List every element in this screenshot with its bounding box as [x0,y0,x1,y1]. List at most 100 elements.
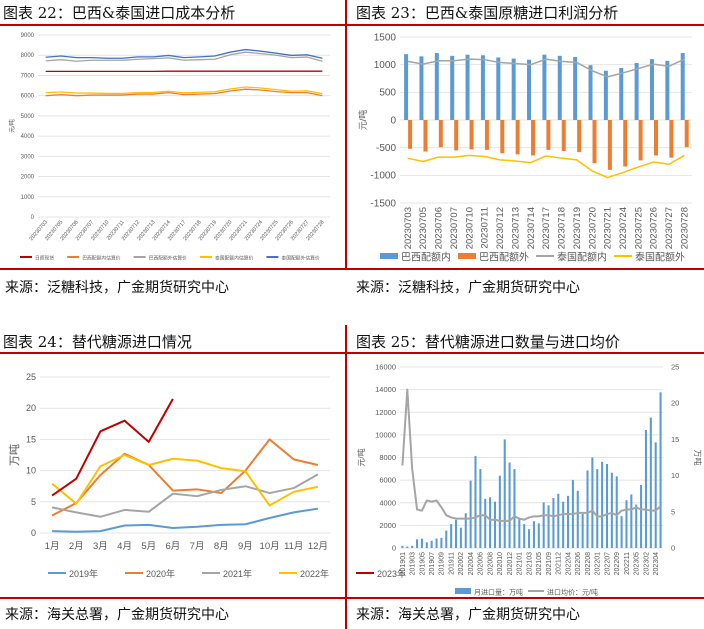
chart-25-bar [562,501,565,548]
chart-22-y-tick-label: 3000 [21,154,35,160]
chart-23-bar [684,120,689,148]
divider-row2-top [0,352,704,354]
chart-23-bar [454,120,459,151]
chart-24-y-axis-label: 万吨 [8,444,21,466]
chart-22-title: 图表 22：巴西&泰国进口成本分析 [3,4,236,22]
chart-23-bar [511,58,516,120]
chart-24-legend-label: 2021年 [223,568,252,579]
chart-24-source: 来源：海关总署，广金期货研究中心 [5,607,229,623]
chart-23-x-tick-label: 20230727 [664,207,675,249]
chart-23-bar [480,55,485,121]
chart-25-bar [420,538,423,548]
chart-25-bar [547,505,550,548]
chart-23-x-tick-label: 20230706 [434,207,445,249]
chart-25-x-tick-label: 202002 [458,552,465,575]
chart-23-bar [450,55,455,120]
chart-24-x-tick-label: 5月 [141,541,156,552]
chart-22-y-tick-label: 5000 [21,114,35,120]
chart-25-bar [528,529,531,548]
chart-25-y2-tick-label: 0 [671,544,675,553]
chart-25-x-tick-label: 202204 [565,552,572,575]
divider-vertical-bottom [345,325,347,629]
chart-25-x-tick-label: 202105 [536,552,543,575]
chart-23-bar [634,63,639,120]
chart-25-bar [474,456,477,548]
chart-23-x-tick-label: 20230711 [480,207,491,249]
chart-25-bar [620,516,623,548]
chart-25-y2-tick-label: 10 [671,471,679,480]
chart-25-bar [552,498,555,548]
chart-25-bar [445,530,448,548]
divider-vertical-top [345,0,347,270]
chart-23-x-tick-label: 20230726 [649,207,660,249]
chart-24-series-line [51,473,319,518]
chart-23-bar [653,120,658,156]
chart-25-source: 来源：海关总署，广金期货研究中心 [356,607,580,623]
chart-25-series-line [401,388,662,522]
chart-25-bar [659,392,662,548]
chart-23-bar [419,56,424,120]
chart-23-x-tick-label: 20230728 [679,207,690,249]
chart-24-series-line [51,398,174,497]
chart-25-legend-label: 进口均价：元/吨 [547,587,598,596]
chart-25-bar [435,538,438,548]
chart-25-title: 图表 25：替代糖源进口数量与进口均价 [356,333,620,351]
chart-25-x-tick-label: 202206 [575,552,582,575]
chart-23-bar [469,120,474,150]
chart-23-bar [408,120,413,149]
chart-23-bar [515,120,520,155]
chart-24-series-line [51,454,319,507]
chart-23-bar [465,54,470,120]
chart-25-y2-tick-label: 15 [671,435,679,444]
chart-22-y-tick-label: 4000 [21,134,35,140]
chart-25-bar [625,500,628,548]
chart-23-bar [500,120,505,154]
chart-25-x-tick-label: 202103 [526,552,533,575]
chart-23-y-tick-label: 1500 [374,32,397,43]
chart-23-title: 图表 23：巴西&泰国原糖进口利润分析 [356,4,619,22]
chart-25-y-tick-label: 6000 [379,476,396,485]
chart-25-x-tick-label: 201903 [410,552,417,575]
chart-23-bar [546,120,551,150]
chart-24-legend-label: 2022年 [300,568,329,579]
chart-25-bar [518,518,521,548]
chart-22-source: 来源：泛糖科技，广金期货研究中心 [5,280,229,296]
chart-25-legend-swatch [455,588,471,594]
chart-23-bar [680,53,685,121]
chart-25-bar [523,524,526,548]
chart-22-y-tick-label: 0 [31,215,35,221]
chart-24-y-tick-label: 20 [26,403,36,413]
chart-25-x-tick-label: 201911 [448,552,455,575]
chart-23-bar [438,120,443,148]
chart-24-x-tick-label: 1月 [45,541,60,552]
chart-24-y-tick-label: 10 [26,466,36,476]
chart-25-bar [489,497,492,548]
chart-25-x-tick-label: 202010 [497,552,504,575]
chart-25-bar [469,480,472,548]
chart-23-y-axis-label: 元/吨 [357,110,368,131]
chart-25-bar [615,476,618,548]
chart-25-x-tick-label: 202101 [517,552,524,575]
chart-25-bar [630,494,633,548]
chart-25-bar [532,521,535,548]
chart-23-bar [434,53,439,121]
chart-23-bar [607,120,612,170]
chart-23-bar [669,120,674,158]
chart-25-bar [484,498,487,548]
chart-25-bar [576,490,579,548]
divider-top [0,24,704,26]
chart-25-bar [459,527,462,548]
chart-25-bar [479,469,482,548]
chart-24-legend-label: 2020年 [146,568,175,579]
chart-25-x-tick-label: 202305 [634,552,641,575]
chart-23-bar [542,54,547,120]
chart-23-x-tick-label: 20230720 [587,207,598,249]
chart-25-bar [430,540,433,548]
chart-25-y-tick-label: 0 [392,544,396,553]
chart-25-bar [596,469,599,548]
chart-22-legend-label: 巴西配额外估算价 [149,255,188,262]
chart-25-bar [586,470,589,548]
chart-23-x-tick-label: 20230712 [495,207,506,249]
chart-23-legend-label: 泰国配额内 [557,250,607,263]
chart-23-x-tick-label: 20230703 [403,207,414,249]
